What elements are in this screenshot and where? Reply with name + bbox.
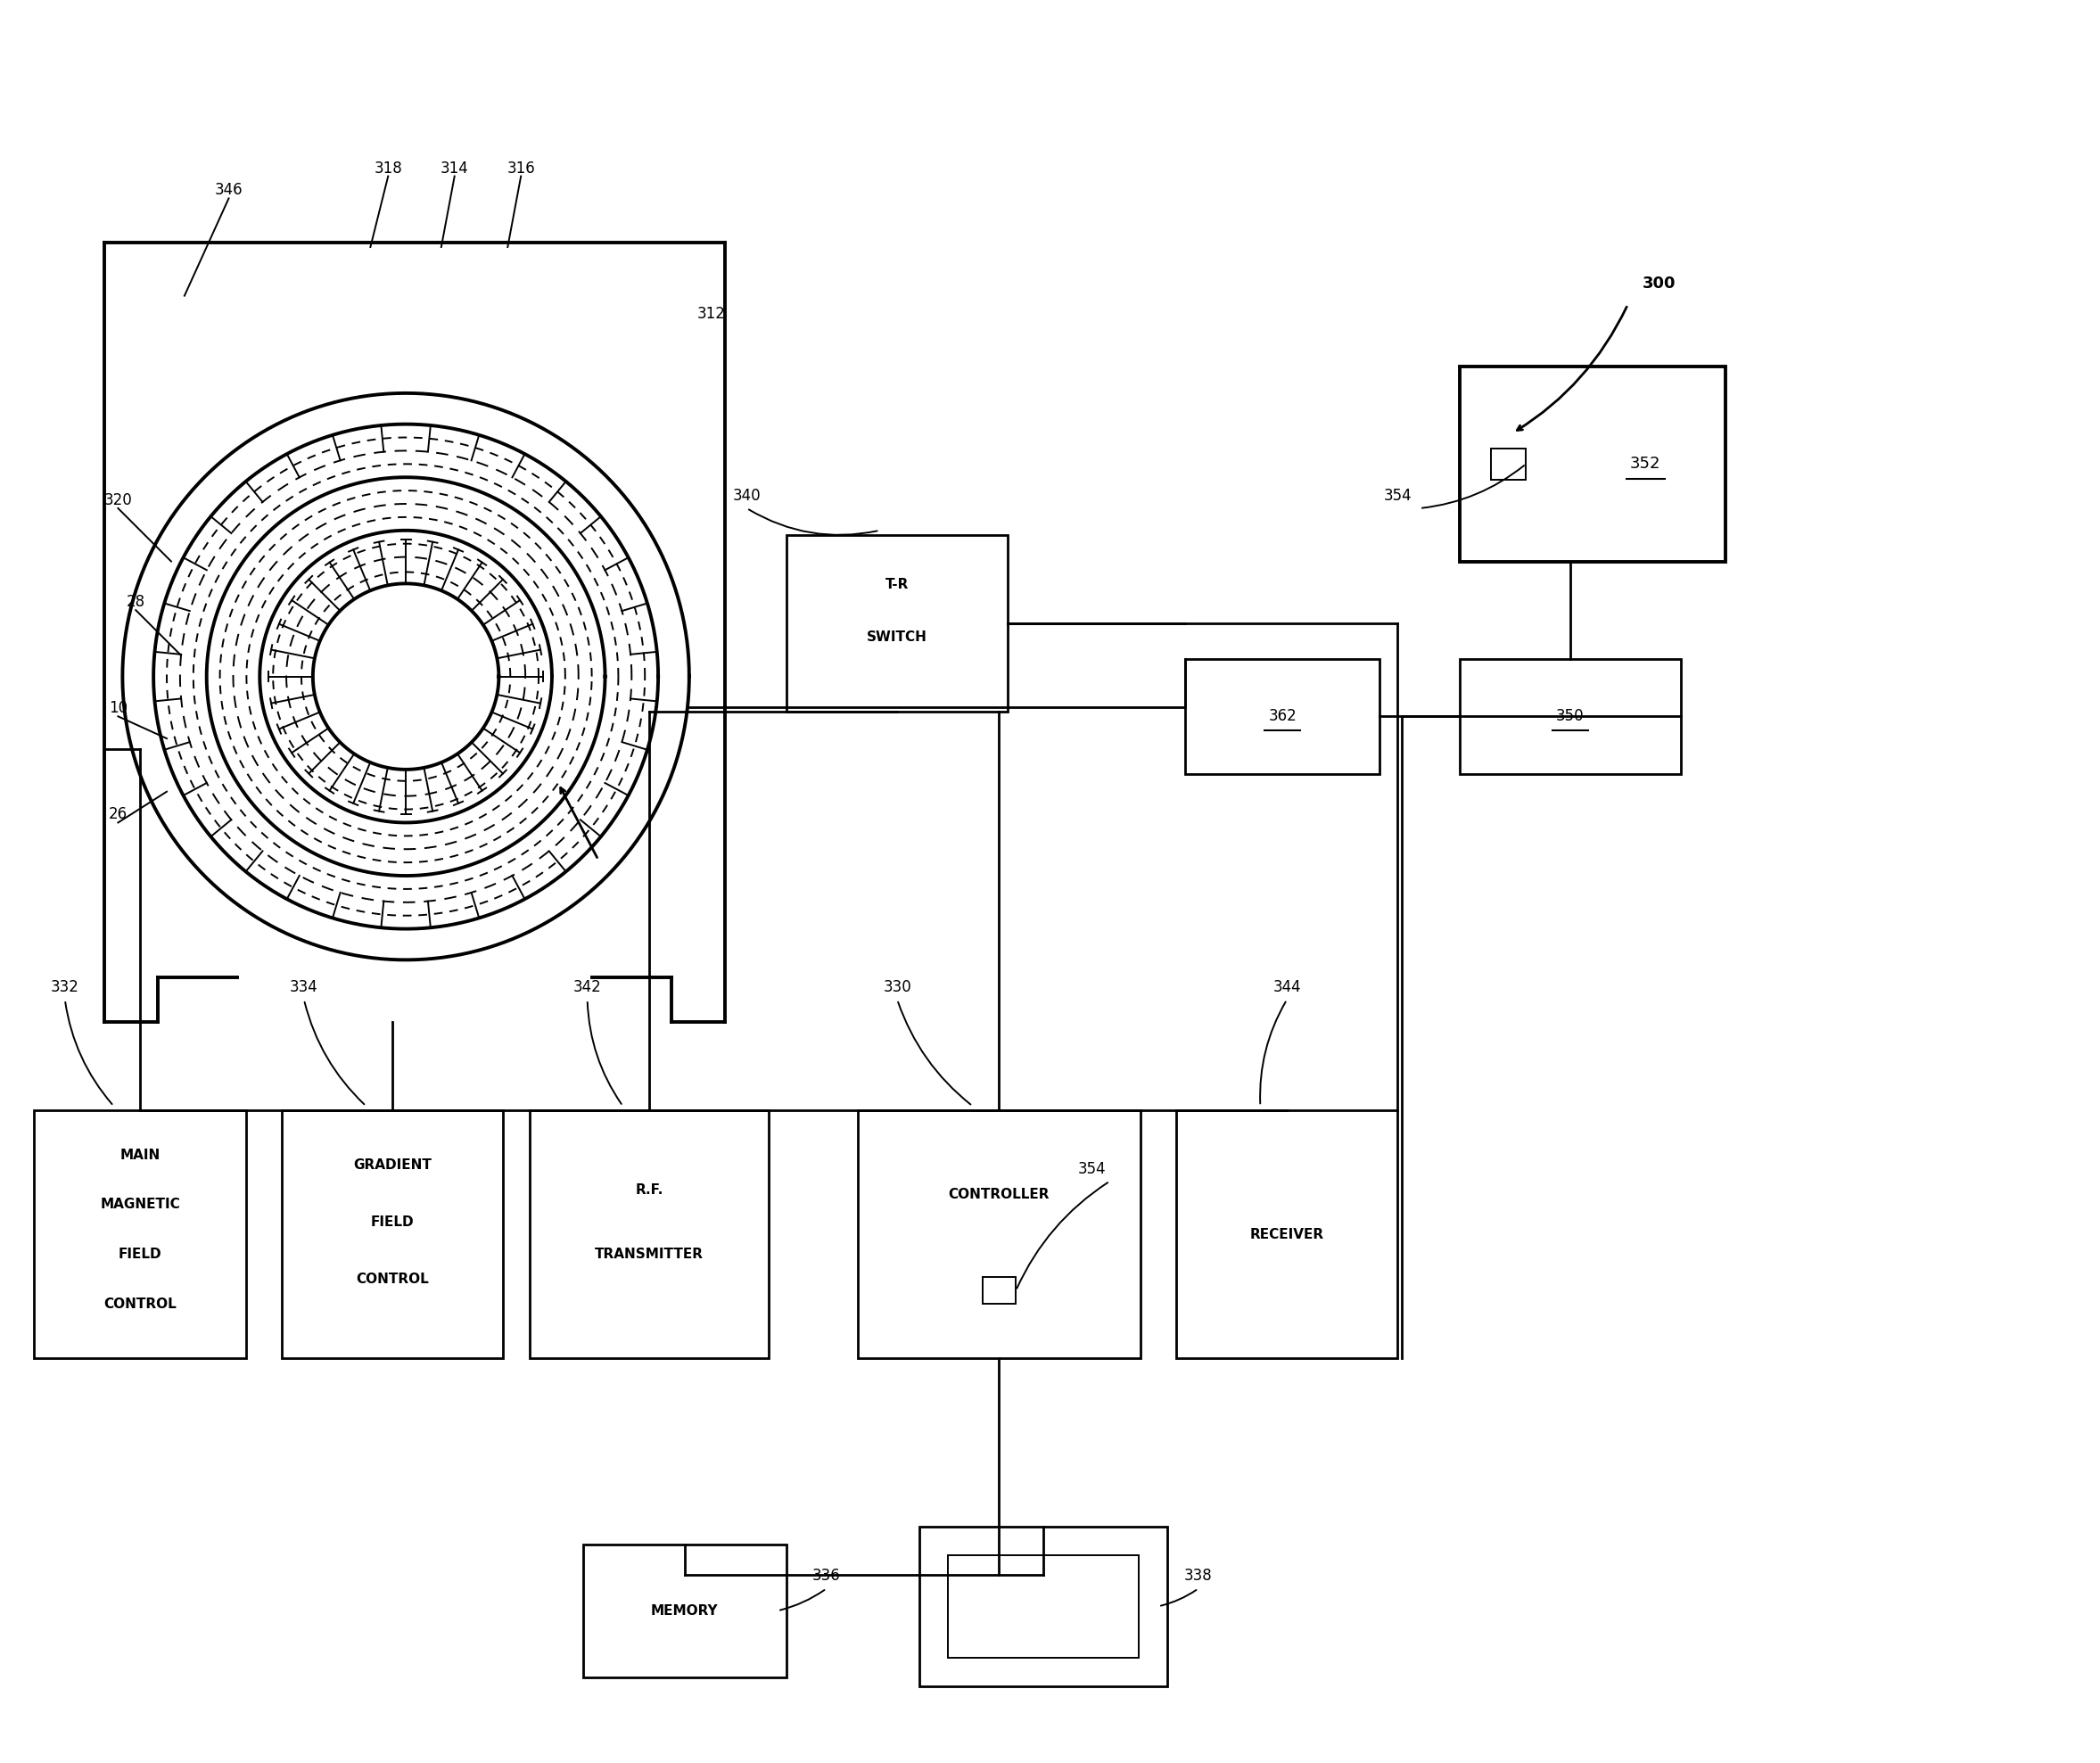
Bar [983, 1276, 1016, 1305]
Text: 314: 314 [441, 160, 468, 176]
Text: SWITCH: SWITCH [867, 631, 928, 643]
Bar [1460, 659, 1680, 774]
Text: 320: 320 [103, 492, 132, 508]
Bar [857, 1111, 1140, 1358]
Text: 340: 340 [733, 488, 760, 504]
Bar [947, 1555, 1138, 1657]
Bar [529, 1111, 769, 1358]
Text: CONTROLLER: CONTROLLER [949, 1188, 1050, 1201]
Text: GRADIENT: GRADIENT [353, 1158, 433, 1172]
Text: 338: 338 [1184, 1567, 1212, 1585]
Text: FIELD: FIELD [118, 1248, 162, 1261]
Text: FIELD: FIELD [372, 1215, 414, 1229]
Text: 346: 346 [214, 182, 244, 199]
Text: R.F.: R.F. [636, 1183, 664, 1197]
Text: 10: 10 [109, 700, 128, 716]
Text: 316: 316 [506, 160, 536, 176]
Text: 336: 336 [813, 1567, 840, 1585]
Text: TRANSMITTER: TRANSMITTER [594, 1248, 704, 1261]
Text: MAIN: MAIN [120, 1148, 160, 1162]
Text: 300: 300 [1642, 275, 1676, 291]
Text: CONTROL: CONTROL [103, 1298, 176, 1310]
Text: 354: 354 [1384, 488, 1411, 504]
Bar [1184, 659, 1380, 774]
Text: 334: 334 [290, 978, 319, 996]
Text: 26: 26 [109, 806, 128, 823]
Text: 362: 362 [1268, 709, 1296, 725]
Text: MAGNETIC: MAGNETIC [101, 1197, 181, 1211]
Text: MEMORY: MEMORY [651, 1604, 718, 1617]
Text: CONTROL: CONTROL [357, 1273, 428, 1285]
Bar [788, 534, 1008, 712]
Text: 332: 332 [50, 978, 80, 996]
Text: 352: 352 [1630, 457, 1661, 472]
Text: 318: 318 [374, 160, 403, 176]
Text: 354: 354 [1077, 1160, 1107, 1178]
Bar [281, 1111, 504, 1358]
Bar [1460, 367, 1726, 561]
Text: 312: 312 [697, 307, 724, 323]
Text: RECEIVER: RECEIVER [1250, 1227, 1323, 1241]
Text: 344: 344 [1273, 978, 1302, 996]
Text: 350: 350 [1556, 709, 1583, 725]
Text: T-R: T-R [886, 578, 909, 591]
Bar [920, 1527, 1168, 1685]
Bar [1491, 448, 1527, 480]
Bar [584, 1544, 788, 1677]
Text: 342: 342 [573, 978, 601, 996]
Bar [1176, 1111, 1396, 1358]
Text: 28: 28 [126, 594, 145, 610]
Text: 330: 330 [884, 978, 911, 996]
Bar [34, 1111, 246, 1358]
